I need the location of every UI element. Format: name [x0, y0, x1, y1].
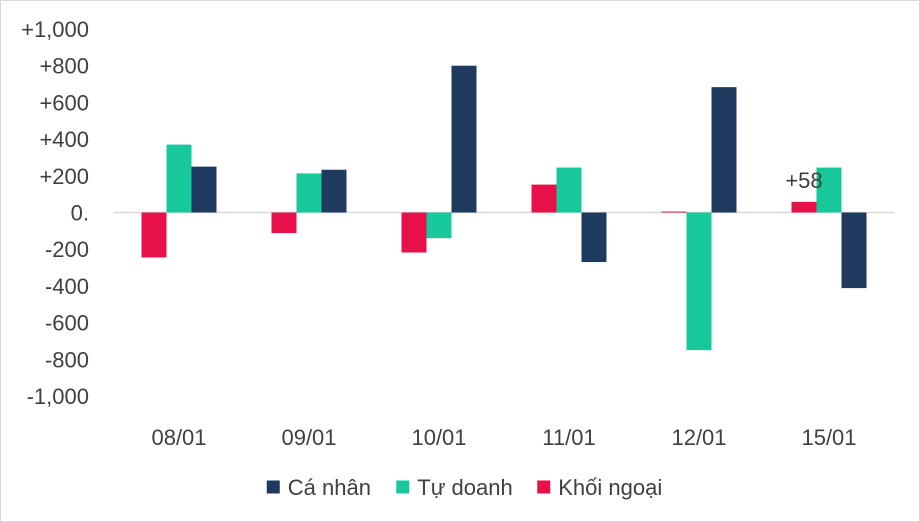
- x-axis-labels: 08/01 09/01 10/01 11/01 12/01 15/01: [151, 425, 856, 450]
- y-tick-label: +400: [39, 127, 89, 152]
- legend-label: Khối ngoại: [558, 475, 662, 500]
- bar-tự-doanh-15-01: [816, 167, 842, 213]
- y-tick-label: +200: [39, 164, 89, 189]
- bar-khối-ngoại-10-01: [401, 212, 427, 253]
- legend: Cá nhân Tự doanh Khối ngoại: [266, 475, 662, 500]
- y-tick-label: -800: [45, 347, 89, 372]
- x-tick-label: 12/01: [671, 425, 726, 450]
- annotations: +58: [785, 168, 822, 193]
- y-tick-label: +1,000: [21, 17, 89, 42]
- bar-khối-ngoại-15-01: [791, 201, 817, 213]
- bar-khối-ngoại-12-01: [661, 211, 687, 213]
- legend-label: Tự doanh: [417, 475, 512, 500]
- bar-cá-nhân-12-01: [711, 87, 737, 213]
- legend-label: Cá nhân: [288, 475, 371, 500]
- y-tick-label: +600: [39, 90, 89, 115]
- x-tick-label: 15/01: [801, 425, 856, 450]
- bar-khối-ngoại-11-01: [531, 184, 557, 213]
- bar-tự-doanh-08-01: [166, 144, 192, 213]
- y-tick-label: -400: [45, 274, 89, 299]
- legend-swatch: [537, 480, 551, 494]
- x-tick-label: 09/01: [281, 425, 336, 450]
- bar-khối-ngoại-09-01: [271, 212, 297, 234]
- y-axis-ticks: -1,000 -800 -600 -400 -200 0. +200 +400 +600 +800…: [21, 17, 89, 409]
- y-tick-label: -200: [45, 237, 89, 262]
- y-tick-label: -1,000: [27, 384, 89, 409]
- y-tick-label: +800: [39, 54, 89, 79]
- y-tick-label: -600: [45, 311, 89, 336]
- x-tick-label: 10/01: [411, 425, 466, 450]
- x-tick-label: 11/01: [542, 425, 595, 450]
- bars: [141, 65, 867, 351]
- x-tick-label: 08/01: [151, 425, 206, 450]
- legend-swatch: [396, 480, 410, 494]
- bar-khối-ngoại-08-01: [141, 212, 167, 258]
- bar-cá-nhân-09-01: [321, 169, 347, 213]
- bar-tự-doanh-10-01: [426, 212, 452, 239]
- bar-cá-nhân-15-01: [841, 212, 867, 289]
- y-tick-label: 0.: [71, 201, 89, 226]
- data-label: +58: [785, 168, 822, 193]
- bar-cá-nhân-08-01: [191, 166, 217, 213]
- bar-tự-doanh-12-01: [686, 212, 712, 351]
- bar-tự-doanh-11-01: [556, 167, 582, 213]
- bar-tự-doanh-09-01: [296, 173, 322, 213]
- bar-cá-nhân-11-01: [581, 212, 607, 263]
- bar-cá-nhân-10-01: [451, 65, 477, 213]
- legend-swatch: [266, 480, 280, 494]
